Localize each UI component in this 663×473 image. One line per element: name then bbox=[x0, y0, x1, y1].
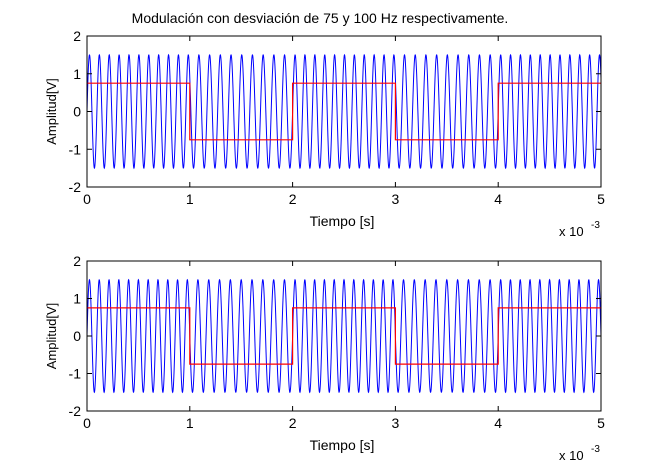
y-tick-label: 1 bbox=[73, 291, 81, 307]
x-exponent-label: x 10 bbox=[559, 224, 584, 239]
x-tick-label: 0 bbox=[83, 415, 91, 431]
axes-top: 0 1 2 3 4 5 2 1 0 -1 -2 Tiempo [s] Amplitud[V] x 10 -3 bbox=[44, 28, 605, 239]
series-carrier-line bbox=[87, 278, 601, 394]
y-tick-label: -2 bbox=[69, 403, 82, 419]
series-data-line bbox=[87, 82, 601, 141]
x-tick-label: 3 bbox=[392, 191, 400, 207]
series-data-line bbox=[87, 307, 601, 365]
x-tick-label: 1 bbox=[186, 191, 194, 207]
y-tick-label: -2 bbox=[69, 179, 82, 195]
y-tick-label: -1 bbox=[69, 141, 82, 157]
x-tick-label: 0 bbox=[83, 191, 91, 207]
x-tick-label: 2 bbox=[289, 415, 297, 431]
y-tick-label: 1 bbox=[73, 66, 81, 82]
x-tick-label: 1 bbox=[186, 415, 194, 431]
y-tick-label: 0 bbox=[73, 328, 81, 344]
x-tick-label: 4 bbox=[494, 191, 502, 207]
plot-area bbox=[87, 261, 601, 411]
x-tick-label: 4 bbox=[494, 415, 502, 431]
figure-title: Modulación con desviación de 75 y 100 Hz… bbox=[132, 10, 509, 26]
x-axis-label: Tiempo [s] bbox=[310, 437, 375, 453]
y-axis-label: Amplitud[V] bbox=[44, 303, 59, 369]
y-tick-label: 2 bbox=[73, 253, 81, 269]
y-tick-label: 2 bbox=[73, 28, 81, 44]
x-exponent-power: -3 bbox=[591, 444, 600, 455]
y-axis-label: Amplitud[V] bbox=[44, 78, 59, 144]
axes-bottom: 0 1 2 3 4 5 2 1 0 -1 -2 Tiempo [s] Amplitud[V] x 10 -3 bbox=[44, 253, 605, 463]
x-exponent-label: x 10 bbox=[559, 448, 584, 463]
x-tick-label: 5 bbox=[597, 191, 605, 207]
x-exponent-power: -3 bbox=[591, 220, 600, 231]
x-tick-label: 2 bbox=[289, 191, 297, 207]
y-tick-label: 0 bbox=[73, 104, 81, 120]
y-tick-label: -1 bbox=[69, 366, 82, 382]
x-tick-label: 5 bbox=[597, 415, 605, 431]
series-carrier-line bbox=[87, 53, 601, 170]
x-tick-label: 3 bbox=[392, 415, 400, 431]
x-axis-label: Tiempo [s] bbox=[310, 213, 375, 229]
